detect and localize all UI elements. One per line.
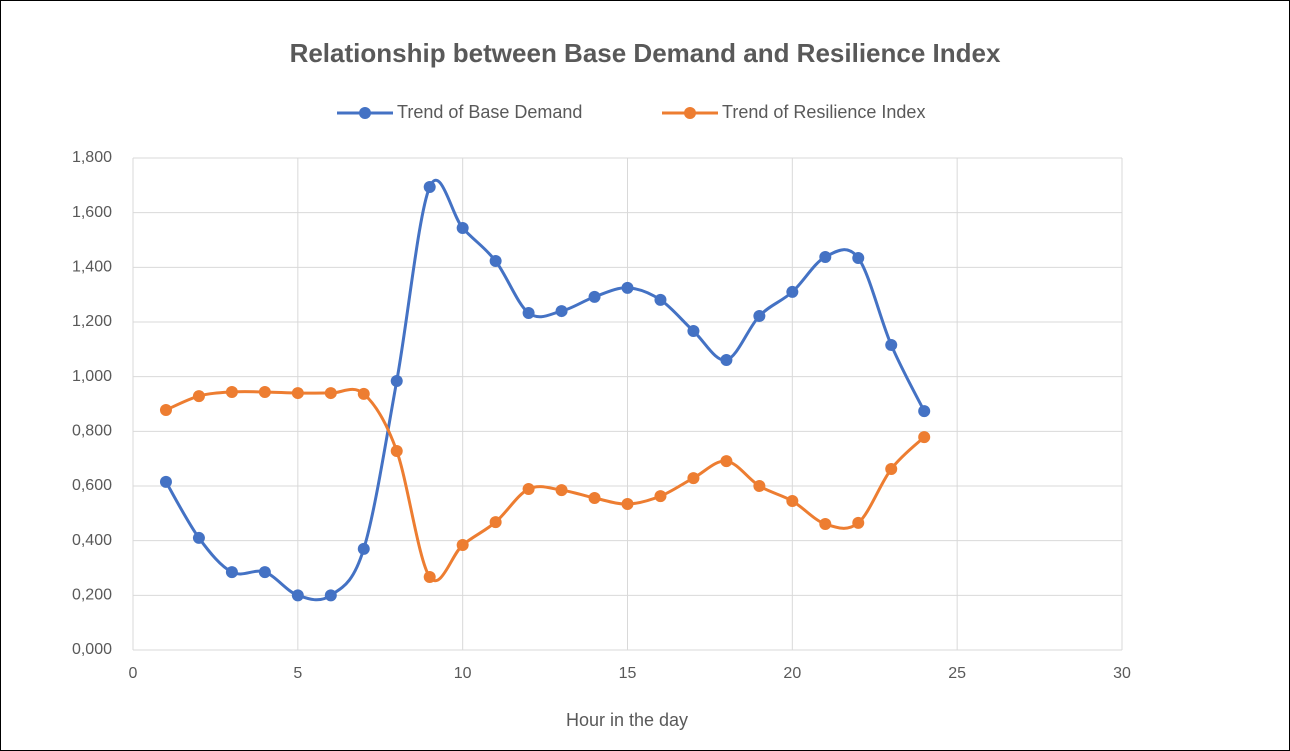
data-point xyxy=(357,542,370,555)
x-axis-label: Hour in the day xyxy=(566,710,688,730)
data-point xyxy=(159,475,172,488)
data-point xyxy=(918,431,931,444)
data-point xyxy=(588,492,601,505)
data-point xyxy=(258,566,271,579)
data-point xyxy=(687,472,700,485)
x-tick-label: 20 xyxy=(783,665,801,682)
data-point xyxy=(786,285,799,298)
data-point xyxy=(423,180,436,193)
data-point xyxy=(357,387,370,400)
data-point xyxy=(654,293,667,306)
x-tick-label: 0 xyxy=(129,665,138,682)
data-point xyxy=(522,483,535,496)
data-point xyxy=(225,385,238,398)
data-point xyxy=(687,325,700,338)
data-point xyxy=(588,290,601,303)
data-point xyxy=(291,589,304,602)
y-tick-label: 1,800 xyxy=(72,149,112,166)
data-point xyxy=(456,221,469,234)
y-tick-label: 0,000 xyxy=(72,641,112,658)
data-point xyxy=(291,387,304,400)
x-tick-label: 30 xyxy=(1113,665,1131,682)
data-point xyxy=(786,495,799,508)
data-point xyxy=(852,516,865,529)
data-point xyxy=(324,589,337,602)
data-point xyxy=(489,255,502,268)
y-tick-label: 0,200 xyxy=(72,587,112,604)
data-point xyxy=(654,490,667,503)
data-point xyxy=(720,353,733,366)
data-point xyxy=(390,375,403,388)
data-point xyxy=(555,484,568,497)
data-point xyxy=(819,250,832,263)
data-point xyxy=(852,252,865,265)
y-tick-label: 0,600 xyxy=(72,477,112,494)
y-tick-label: 1,200 xyxy=(72,313,112,330)
data-point xyxy=(753,309,766,322)
legend-marker xyxy=(684,107,696,119)
data-point xyxy=(423,571,436,584)
data-point xyxy=(555,305,568,318)
data-point xyxy=(225,566,238,579)
data-point xyxy=(885,463,898,476)
data-point xyxy=(522,306,535,319)
data-point xyxy=(819,517,832,530)
data-point xyxy=(720,455,733,468)
data-point xyxy=(159,404,172,417)
data-point xyxy=(456,539,469,552)
x-tick-label: 25 xyxy=(948,665,966,682)
data-point xyxy=(258,385,271,398)
x-tick-label: 10 xyxy=(454,665,472,682)
y-tick-label: 1,000 xyxy=(72,368,112,385)
legend-marker xyxy=(359,107,371,119)
data-point xyxy=(324,387,337,400)
legend-label: Trend of Base Demand xyxy=(397,102,582,122)
y-tick-label: 1,600 xyxy=(72,204,112,221)
data-point xyxy=(918,405,931,418)
data-point xyxy=(885,338,898,351)
data-point xyxy=(192,390,205,403)
data-point xyxy=(621,498,634,511)
y-tick-label: 1,400 xyxy=(72,259,112,276)
data-point xyxy=(753,480,766,492)
legend-label: Trend of Resilience Index xyxy=(722,102,925,122)
chart-title: Relationship between Base Demand and Res… xyxy=(290,38,1001,68)
data-point xyxy=(192,531,205,544)
x-tick-label: 5 xyxy=(293,665,302,682)
y-tick-label: 0,400 xyxy=(72,532,112,549)
y-tick-label: 0,800 xyxy=(72,423,112,440)
x-tick-label: 15 xyxy=(619,665,637,682)
data-point xyxy=(621,281,634,294)
data-point xyxy=(390,445,403,458)
data-point xyxy=(489,516,502,529)
